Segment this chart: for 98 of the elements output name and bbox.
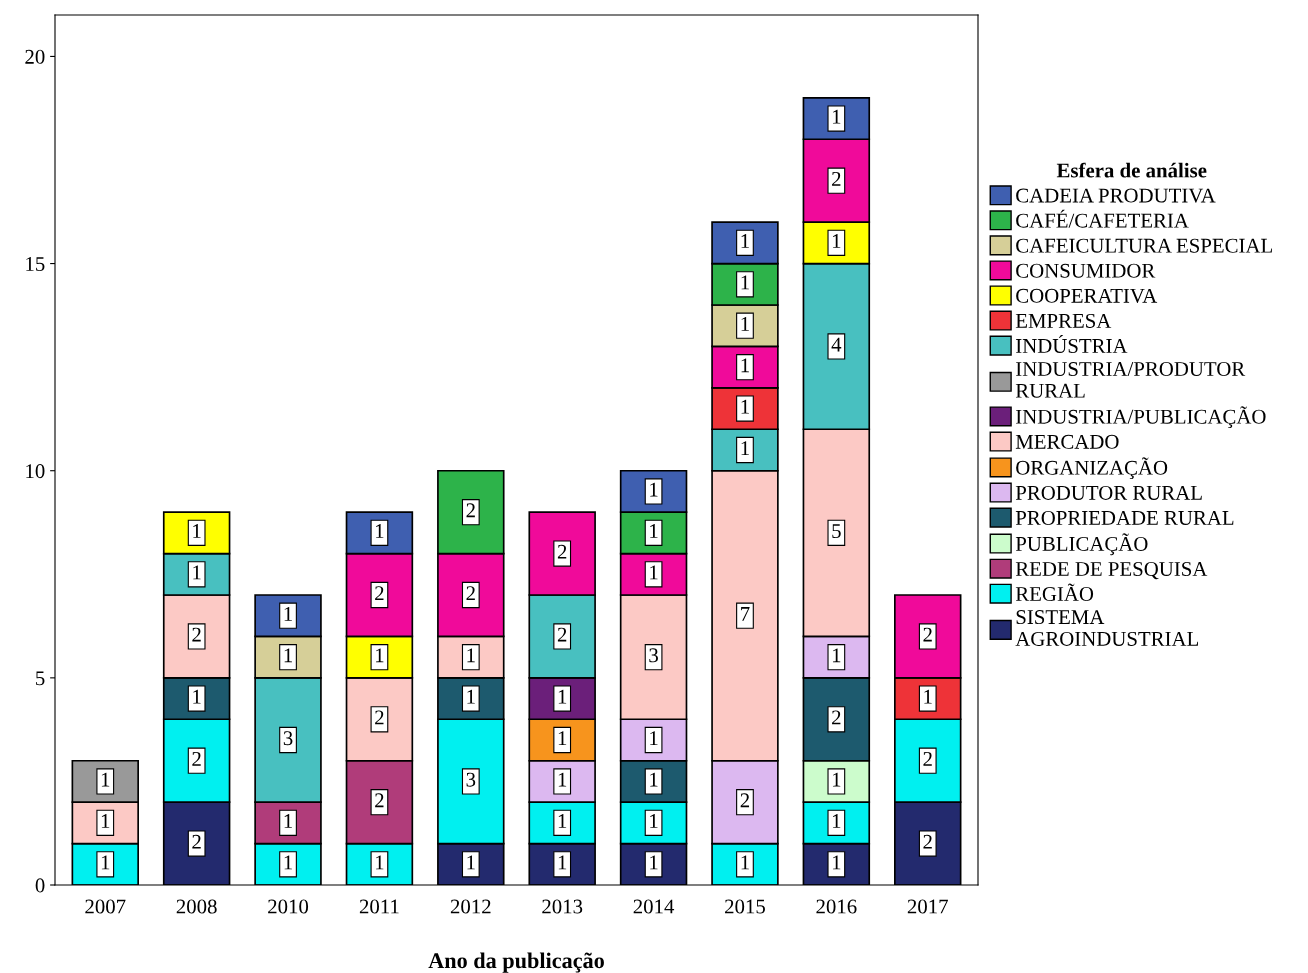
data-label: 1 — [650, 814, 658, 828]
x-tick-label: 2008 — [176, 899, 217, 914]
data-label: 1 — [284, 648, 292, 663]
data-label: 1 — [741, 316, 749, 331]
legend-label: INDUSTRIA/PRODUTOR RURAL — [1015, 362, 1246, 398]
legend-label: COOPERATIVA — [1016, 288, 1158, 303]
legend-label: ORGANIZAÇÃO — [1016, 457, 1168, 480]
data-label: 2 — [466, 503, 475, 518]
x-tick-label: 2007 — [85, 899, 126, 914]
data-label: 1 — [284, 606, 292, 621]
data-label: 1 — [832, 109, 841, 124]
legend-label: PROPRIEDADE RURAL — [1015, 510, 1234, 525]
data-label: 1 — [101, 814, 110, 828]
data-label: 2 — [832, 710, 841, 725]
legend-label: INDÚSTRIA — [1016, 334, 1128, 353]
x-tick-label: 2010 — [268, 899, 309, 914]
legend-title: Esfera de análise — [1056, 162, 1207, 178]
data-label: 1 — [650, 772, 658, 787]
data-label: 7 — [741, 607, 750, 621]
data-label: 2 — [375, 586, 384, 601]
data-label: 1 — [832, 648, 841, 663]
data-label: 1 — [558, 772, 567, 787]
data-label: 1 — [101, 855, 110, 870]
data-label: 1 — [284, 814, 292, 828]
data-label: 1 — [558, 731, 567, 746]
data-label: 2 — [375, 793, 384, 808]
legend-label: INDUSTRIA/PUBLICAÇÃO — [1016, 406, 1266, 429]
data-label: 2 — [923, 751, 932, 766]
data-label: 2 — [192, 751, 201, 766]
data-label: 1 — [741, 441, 749, 456]
legend-label: CAFEICULTURA ESPECIAL — [1016, 238, 1272, 253]
data-label: 2 — [740, 793, 750, 808]
data-label: 1 — [376, 648, 384, 663]
data-label: 1 — [832, 855, 841, 870]
data-label: 1 — [924, 689, 932, 704]
x-tick-label: 2011 — [359, 899, 399, 914]
y-tick-label: 20 — [25, 49, 45, 64]
data-label: 1 — [284, 855, 292, 870]
data-label: 1 — [193, 524, 201, 538]
data-label: 3 — [466, 772, 476, 787]
data-label: 1 — [467, 689, 475, 704]
data-label: 1 — [650, 524, 658, 538]
legend-label: MERCADO — [1015, 434, 1119, 449]
y-tick-label: 0 — [35, 878, 45, 893]
data-label: 1 — [101, 772, 110, 787]
x-tick-label: 2017 — [907, 899, 948, 914]
data-label: 3 — [649, 648, 658, 663]
data-label: 1 — [193, 689, 201, 704]
data-label: 1 — [832, 814, 841, 828]
x-tick-label: 2016 — [816, 899, 857, 914]
data-label: 1 — [558, 814, 567, 828]
data-label: 1 — [467, 648, 475, 663]
data-label: 1 — [467, 855, 475, 870]
data-label: 1 — [558, 689, 567, 704]
legend-label: PUBLICAÇÃO — [1015, 533, 1148, 556]
data-label: 1 — [558, 855, 567, 870]
x-tick-label: 2013 — [542, 899, 583, 914]
data-label: 1 — [650, 482, 658, 497]
data-label: 1 — [650, 565, 658, 580]
y-tick-label: 5 — [36, 671, 45, 686]
data-label: 1 — [193, 565, 201, 580]
data-label: 1 — [376, 524, 384, 538]
legend-label: REGIÃO — [1015, 583, 1094, 602]
data-label: 3 — [283, 731, 293, 746]
data-label: 1 — [376, 855, 384, 870]
data-label: 2 — [557, 544, 567, 559]
data-label: 2 — [192, 834, 201, 849]
data-label: 2 — [832, 171, 841, 186]
data-label: 1 — [741, 358, 749, 373]
data-label: 1 — [832, 772, 841, 787]
data-label: 2 — [192, 627, 201, 642]
data-label: 1 — [650, 855, 658, 870]
x-tick-label: 2015 — [725, 899, 765, 914]
data-label: 2 — [923, 627, 932, 642]
legend-label: PRODUTOR RURAL — [1015, 485, 1202, 500]
legend-label: SISTEMA AGROINDUSTRIAL — [1015, 610, 1199, 646]
data-label: 1 — [650, 731, 658, 746]
data-label: 2 — [557, 627, 567, 642]
legend-label: CONSUMIDOR — [1016, 263, 1156, 278]
data-label: 1 — [741, 855, 749, 870]
x-tick-label: 2014 — [633, 899, 675, 914]
data-label: 2 — [375, 710, 384, 725]
data-label: 1 — [832, 234, 841, 248]
legend-label: CAFÉ/CAFETERIA — [1016, 209, 1189, 228]
legend-label: CADEIA PRODUTIVA — [1016, 188, 1216, 203]
x-axis-title: Ano da publicação — [428, 952, 604, 973]
legend-label: EMPRESA — [1015, 313, 1112, 328]
legend-label: REDE DE PESQUISA — [1015, 561, 1208, 580]
data-label: 2 — [466, 586, 475, 601]
y-tick-label: 10 — [26, 464, 45, 479]
data-label: 2 — [923, 834, 932, 849]
data-label: 1 — [741, 234, 749, 248]
y-tick-label: 15 — [26, 257, 45, 271]
data-label: 4 — [831, 337, 842, 352]
data-label: 1 — [741, 275, 749, 290]
x-tick-label: 2012 — [450, 899, 491, 914]
data-label: 1 — [741, 399, 749, 414]
data-label: 5 — [832, 524, 841, 539]
